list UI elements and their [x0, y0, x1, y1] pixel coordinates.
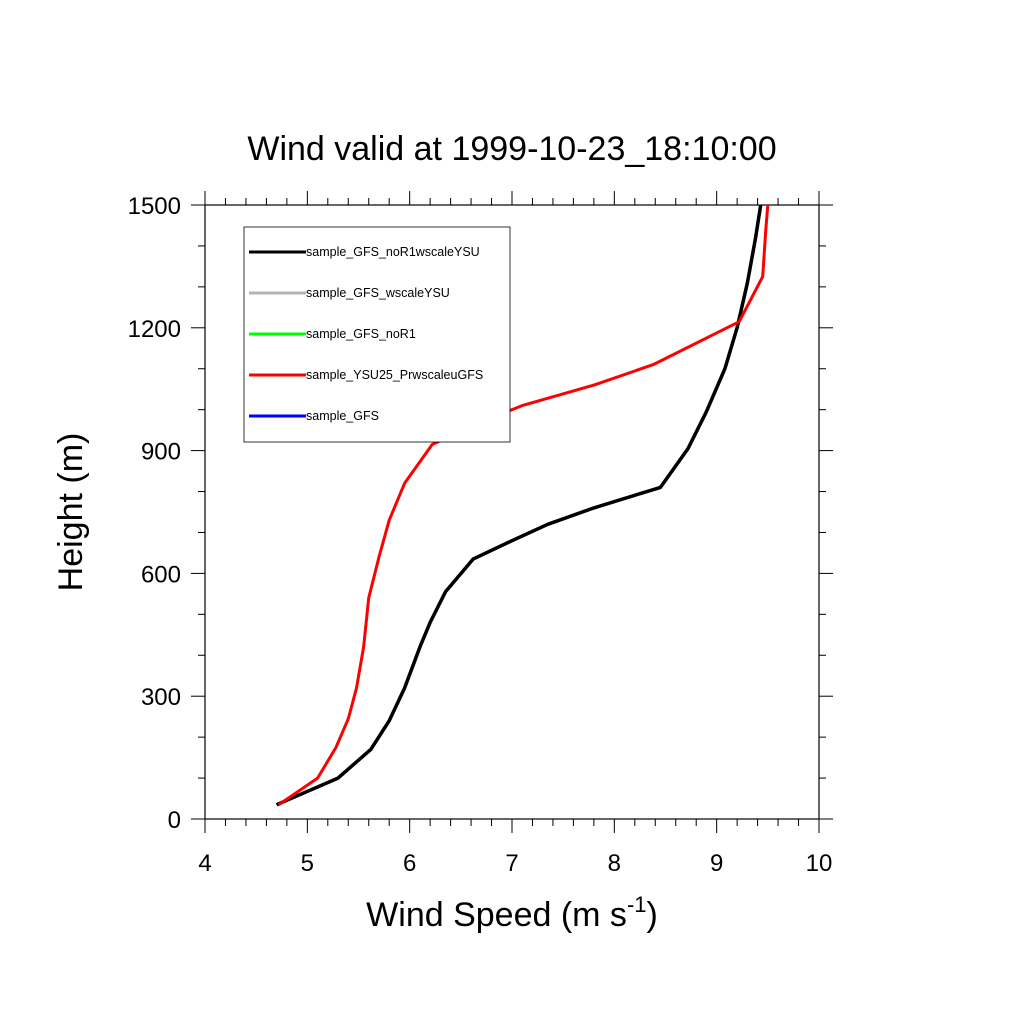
y-tick-label: 0	[168, 807, 181, 834]
legend-label: sample_YSU25_PrwscaleuGFS	[306, 368, 483, 382]
series-layer	[275, 204, 770, 807]
series-line-sample_GFS_noR1wscaleYSU	[275, 204, 763, 807]
x-tick-label: 5	[301, 850, 314, 877]
x-tick-label: 7	[505, 850, 518, 877]
x-tick-label: 8	[608, 850, 621, 877]
axes: 4 5 6 7 8 9 10 0 300 600 900 1200 1500	[128, 191, 833, 877]
x-tick-label: 4	[198, 850, 211, 877]
y-axis-label: Height (m)	[52, 433, 90, 592]
legend-label: sample_GFS_wscaleYSU	[306, 286, 450, 300]
series-line-sample_YSU25_PrwscaleuGFS	[277, 204, 770, 806]
legend-label: sample_GFS_noR1	[306, 327, 416, 341]
y-tick-label: 900	[141, 439, 181, 466]
x-axis-label-main: Wind Speed (m s	[366, 896, 627, 934]
y-tick-label: 1200	[128, 316, 181, 343]
y-tick-label: 1500	[128, 193, 181, 220]
x-tick-label: 6	[403, 850, 416, 877]
x-axis-label: Wind Speed (m s-1)	[366, 892, 658, 934]
x-tick-label: 9	[710, 850, 723, 877]
legend-label: sample_GFS	[306, 409, 379, 423]
y-tick-label: 600	[141, 561, 181, 588]
x-axis-label-superscript: -1	[627, 892, 647, 917]
legend: sample_GFS_noR1wscaleYSU sample_GFS_wscal…	[243, 226, 511, 443]
x-tick-label: 10	[806, 850, 833, 877]
chart-title: Wind valid at 1999-10-23_18:10:00	[247, 130, 776, 168]
legend-label: sample_GFS_noR1wscaleYSU	[306, 245, 480, 259]
y-tick-label: 300	[141, 684, 181, 711]
x-axis-label-suffix: )	[647, 896, 658, 934]
